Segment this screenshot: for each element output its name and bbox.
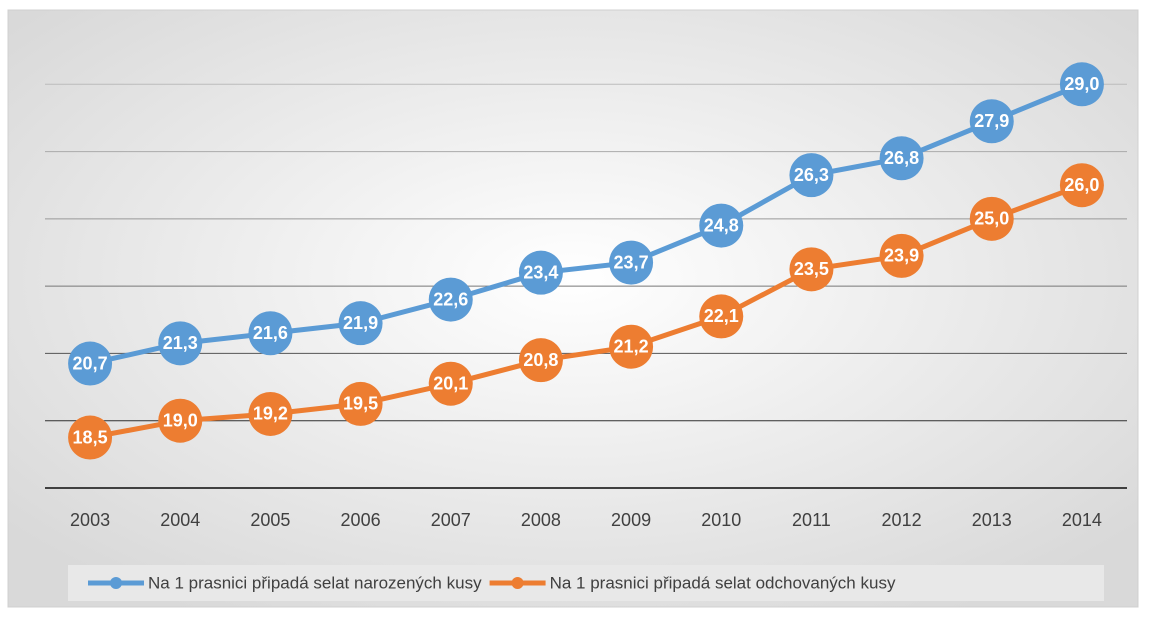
marker <box>518 250 563 295</box>
data-label: 24,8 <box>704 215 739 235</box>
marker <box>338 381 383 426</box>
legend-box <box>68 565 1104 601</box>
data-label: 20,8 <box>523 350 558 370</box>
marker <box>699 203 744 248</box>
marker <box>1059 62 1104 107</box>
marker <box>428 361 473 406</box>
data-label: 23,5 <box>794 259 829 279</box>
data-label: 21,6 <box>253 323 288 343</box>
data-label: 19,0 <box>163 410 198 430</box>
x-tick-label: 2011 <box>792 510 831 530</box>
marker <box>609 240 654 285</box>
marker <box>248 391 293 436</box>
x-tick-label: 2006 <box>341 510 381 530</box>
marker <box>789 247 834 292</box>
chart-background <box>7 9 1139 608</box>
data-label: 23,4 <box>523 262 558 282</box>
data-label: 25,0 <box>974 209 1009 229</box>
data-label: 29,0 <box>1064 74 1099 94</box>
x-tick-label: 2007 <box>431 510 471 530</box>
marker <box>158 321 203 366</box>
x-tick-label: 2004 <box>160 510 200 530</box>
marker <box>969 99 1014 144</box>
data-label: 27,9 <box>974 111 1009 131</box>
marker <box>789 153 834 198</box>
legend-label: Na 1 prasnici připadá selat odchovaných … <box>550 573 896 592</box>
x-tick-label: 2012 <box>882 510 922 530</box>
data-label: 21,3 <box>163 333 198 353</box>
data-label: 19,2 <box>253 404 288 424</box>
data-label: 26,0 <box>1064 175 1099 195</box>
data-label: 19,5 <box>343 394 378 414</box>
marker <box>969 196 1014 241</box>
marker <box>428 277 473 322</box>
data-label: 21,9 <box>343 313 378 333</box>
marker <box>248 311 293 356</box>
x-tick-label: 2010 <box>701 510 741 530</box>
data-label: 22,6 <box>433 289 468 309</box>
marker <box>68 415 113 460</box>
data-label: 26,8 <box>884 148 919 168</box>
legend-marker <box>511 577 524 589</box>
x-tick-label: 2014 <box>1062 510 1102 530</box>
marker <box>158 398 203 443</box>
marker <box>518 338 563 383</box>
data-label: 20,1 <box>433 373 468 393</box>
data-label: 23,7 <box>614 252 649 272</box>
marker <box>1059 163 1104 208</box>
marker <box>338 301 383 346</box>
marker <box>68 341 113 386</box>
data-label: 23,9 <box>884 246 919 266</box>
x-tick-label: 2005 <box>250 510 290 530</box>
marker <box>879 233 924 278</box>
data-label: 18,5 <box>73 427 108 447</box>
x-tick-label: 2008 <box>521 510 561 530</box>
data-label: 21,2 <box>614 336 649 356</box>
legend-marker <box>110 577 122 589</box>
data-label: 22,1 <box>704 306 739 326</box>
data-label: 20,7 <box>73 353 108 373</box>
marker <box>609 324 654 369</box>
x-tick-label: 2013 <box>972 510 1012 530</box>
marker <box>879 136 924 181</box>
x-tick-label: 2009 <box>611 510 651 530</box>
data-label: 26,3 <box>794 165 829 185</box>
legend-label: Na 1 prasnici připadá selat narozených k… <box>148 573 482 592</box>
x-tick-label: 2003 <box>70 510 110 530</box>
marker <box>699 294 744 339</box>
